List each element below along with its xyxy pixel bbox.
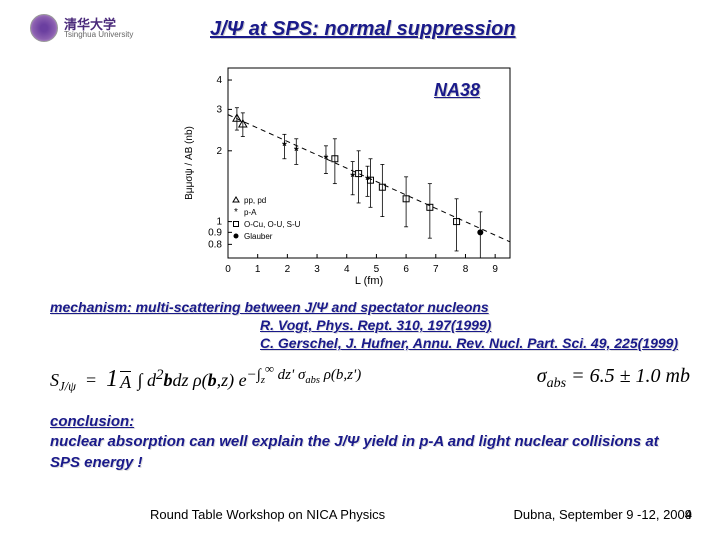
conclusion-label: conclusion: xyxy=(50,413,134,430)
svg-text:1: 1 xyxy=(216,217,222,228)
svg-text:0.8: 0.8 xyxy=(208,239,222,250)
chart-dataset-label: NA38 xyxy=(434,80,480,101)
logo-en: Tsinghua University xyxy=(64,31,133,39)
mechanism-line: mechanism: multi-scattering between J/Ψ … xyxy=(50,298,678,316)
slide-title: J/Ψ at SPS: normal suppression xyxy=(210,18,516,41)
svg-text:*: * xyxy=(282,139,287,153)
footer-left: Round Table Workshop on NICA Physics xyxy=(150,507,385,522)
svg-text:Glauber: Glauber xyxy=(244,232,273,241)
svg-text:*: * xyxy=(234,207,238,218)
svg-text:3: 3 xyxy=(314,264,320,275)
svg-text:0.9: 0.9 xyxy=(208,227,222,238)
logo-cn: 清华大学 xyxy=(64,18,133,31)
svg-text:3: 3 xyxy=(216,104,222,115)
svg-text:p-A: p-A xyxy=(244,208,257,217)
svg-text:2: 2 xyxy=(285,264,291,275)
svg-text:L (fm): L (fm) xyxy=(355,275,383,287)
svg-text:4: 4 xyxy=(216,75,222,86)
svg-text:O-Cu, O-U, S-U: O-Cu, O-U, S-U xyxy=(244,220,301,229)
svg-text:6: 6 xyxy=(403,264,409,275)
svg-text:*: * xyxy=(324,152,329,166)
logo-text: 清华大学 Tsinghua University xyxy=(64,18,133,39)
svg-text:4: 4 xyxy=(344,264,350,275)
svg-text:*: * xyxy=(350,170,355,184)
footer: Round Table Workshop on NICA Physics Dub… xyxy=(0,507,720,522)
svg-text:*: * xyxy=(294,144,299,158)
svg-text:7: 7 xyxy=(433,264,439,275)
conclusion-block: conclusion: nuclear absorption can well … xyxy=(50,412,670,473)
university-logo: 清华大学 Tsinghua University xyxy=(30,14,133,42)
page-number: 4 xyxy=(685,507,692,522)
logo-emblem-icon xyxy=(30,14,58,42)
svg-text:9: 9 xyxy=(492,264,498,275)
footer-right: Dubna, September 9 -12, 2009 xyxy=(513,507,692,522)
svg-text:Bμμσψ / AB (nb): Bμμσψ / AB (nb) xyxy=(184,126,195,200)
formula-right: σabs = 6.5 ± 1.0 mb xyxy=(537,365,690,392)
chart: NA38 0123456789L (fm)0.80.91234Bμμσψ / A… xyxy=(180,58,520,288)
svg-text:5: 5 xyxy=(374,264,380,275)
conclusion-text: nuclear absorption can well explain the … xyxy=(50,433,659,470)
svg-text:2: 2 xyxy=(216,146,222,157)
svg-text:0: 0 xyxy=(225,264,231,275)
formula-left: SJ/ψ = 1A ∫ d2bdz ρ(b,z) e−∫z∞ dz' σabs … xyxy=(50,362,361,395)
svg-text:pp, pd: pp, pd xyxy=(244,196,266,205)
mechanism-ref1: R. Vogt, Phys. Rept. 310, 197(1999) xyxy=(260,316,678,334)
formula-row: SJ/ψ = 1A ∫ d2bdz ρ(b,z) e−∫z∞ dz' σabs … xyxy=(50,362,690,395)
mechanism-block: mechanism: multi-scattering between J/Ψ … xyxy=(50,298,678,353)
mechanism-ref2: C. Gerschel, J. Hufner, Annu. Rev. Nucl.… xyxy=(260,334,678,352)
svg-text:8: 8 xyxy=(463,264,469,275)
svg-text:1: 1 xyxy=(255,264,261,275)
